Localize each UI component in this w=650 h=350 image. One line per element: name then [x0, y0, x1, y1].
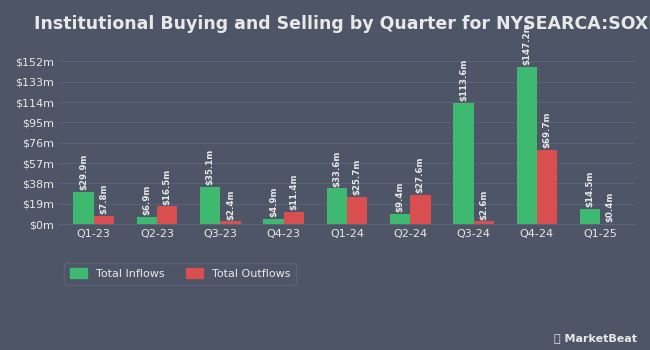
- Bar: [410, 195, 430, 224]
- Bar: [200, 187, 220, 224]
- Text: $35.1m: $35.1m: [205, 149, 214, 185]
- Text: $2.4m: $2.4m: [226, 189, 235, 220]
- Title: Institutional Buying and Selling by Quarter for NYSEARCA:SOXL: Institutional Buying and Selling by Quar…: [34, 15, 650, 33]
- Bar: [94, 216, 114, 224]
- Text: $7.8m: $7.8m: [99, 184, 109, 214]
- Text: $11.4m: $11.4m: [289, 174, 298, 210]
- Bar: [73, 192, 94, 224]
- Text: $29.9m: $29.9m: [79, 154, 88, 190]
- Bar: [283, 212, 304, 224]
- Bar: [347, 197, 367, 224]
- Text: $6.9m: $6.9m: [142, 185, 151, 215]
- Text: $9.4m: $9.4m: [396, 182, 404, 212]
- Bar: [157, 206, 177, 224]
- Text: $69.7m: $69.7m: [543, 111, 551, 148]
- Text: $33.6m: $33.6m: [332, 150, 341, 187]
- Bar: [453, 103, 474, 224]
- Bar: [537, 149, 557, 224]
- Text: $113.6m: $113.6m: [459, 58, 468, 101]
- Text: $147.2m: $147.2m: [522, 22, 531, 65]
- Bar: [390, 214, 410, 224]
- Text: $4.9m: $4.9m: [269, 187, 278, 217]
- Bar: [263, 219, 283, 224]
- Bar: [517, 66, 537, 224]
- Bar: [327, 188, 347, 224]
- Bar: [580, 209, 600, 224]
- Legend: Total Inflows, Total Outflows: Total Inflows, Total Outflows: [64, 263, 296, 285]
- Text: $25.7m: $25.7m: [352, 159, 361, 195]
- Bar: [136, 217, 157, 224]
- Text: $14.5m: $14.5m: [586, 170, 595, 207]
- Text: $16.5m: $16.5m: [162, 169, 172, 205]
- Text: $0.4m: $0.4m: [606, 192, 615, 222]
- Bar: [220, 222, 240, 224]
- Bar: [474, 221, 494, 224]
- Text: ⼯ MarketBeat: ⼯ MarketBeat: [554, 333, 637, 343]
- Text: $2.6m: $2.6m: [479, 189, 488, 220]
- Text: $27.6m: $27.6m: [416, 156, 425, 193]
